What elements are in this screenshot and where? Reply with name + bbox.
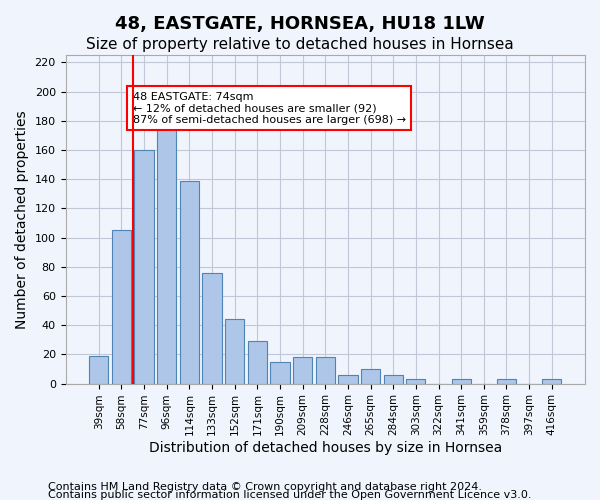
Bar xyxy=(157,130,176,384)
Bar xyxy=(361,369,380,384)
Text: 48, EASTGATE, HORNSEA, HU18 1LW: 48, EASTGATE, HORNSEA, HU18 1LW xyxy=(115,15,485,33)
Bar xyxy=(542,379,562,384)
Bar xyxy=(383,375,403,384)
Bar xyxy=(338,375,358,384)
Bar xyxy=(316,358,335,384)
Bar xyxy=(406,379,425,384)
X-axis label: Distribution of detached houses by size in Hornsea: Distribution of detached houses by size … xyxy=(149,441,502,455)
Bar xyxy=(134,150,154,384)
Bar xyxy=(225,320,244,384)
Text: Contains public sector information licensed under the Open Government Licence v3: Contains public sector information licen… xyxy=(48,490,532,500)
Bar xyxy=(112,230,131,384)
Text: Size of property relative to detached houses in Hornsea: Size of property relative to detached ho… xyxy=(86,38,514,52)
Bar xyxy=(497,379,516,384)
Bar xyxy=(452,379,471,384)
Bar xyxy=(202,272,221,384)
Text: 48 EASTGATE: 74sqm
← 12% of detached houses are smaller (92)
87% of semi-detache: 48 EASTGATE: 74sqm ← 12% of detached hou… xyxy=(133,92,406,124)
Y-axis label: Number of detached properties: Number of detached properties xyxy=(15,110,29,328)
Bar xyxy=(271,362,290,384)
Bar xyxy=(293,358,312,384)
Bar xyxy=(248,341,267,384)
Bar xyxy=(89,356,109,384)
Bar xyxy=(180,180,199,384)
Text: Contains HM Land Registry data © Crown copyright and database right 2024.: Contains HM Land Registry data © Crown c… xyxy=(48,482,482,492)
